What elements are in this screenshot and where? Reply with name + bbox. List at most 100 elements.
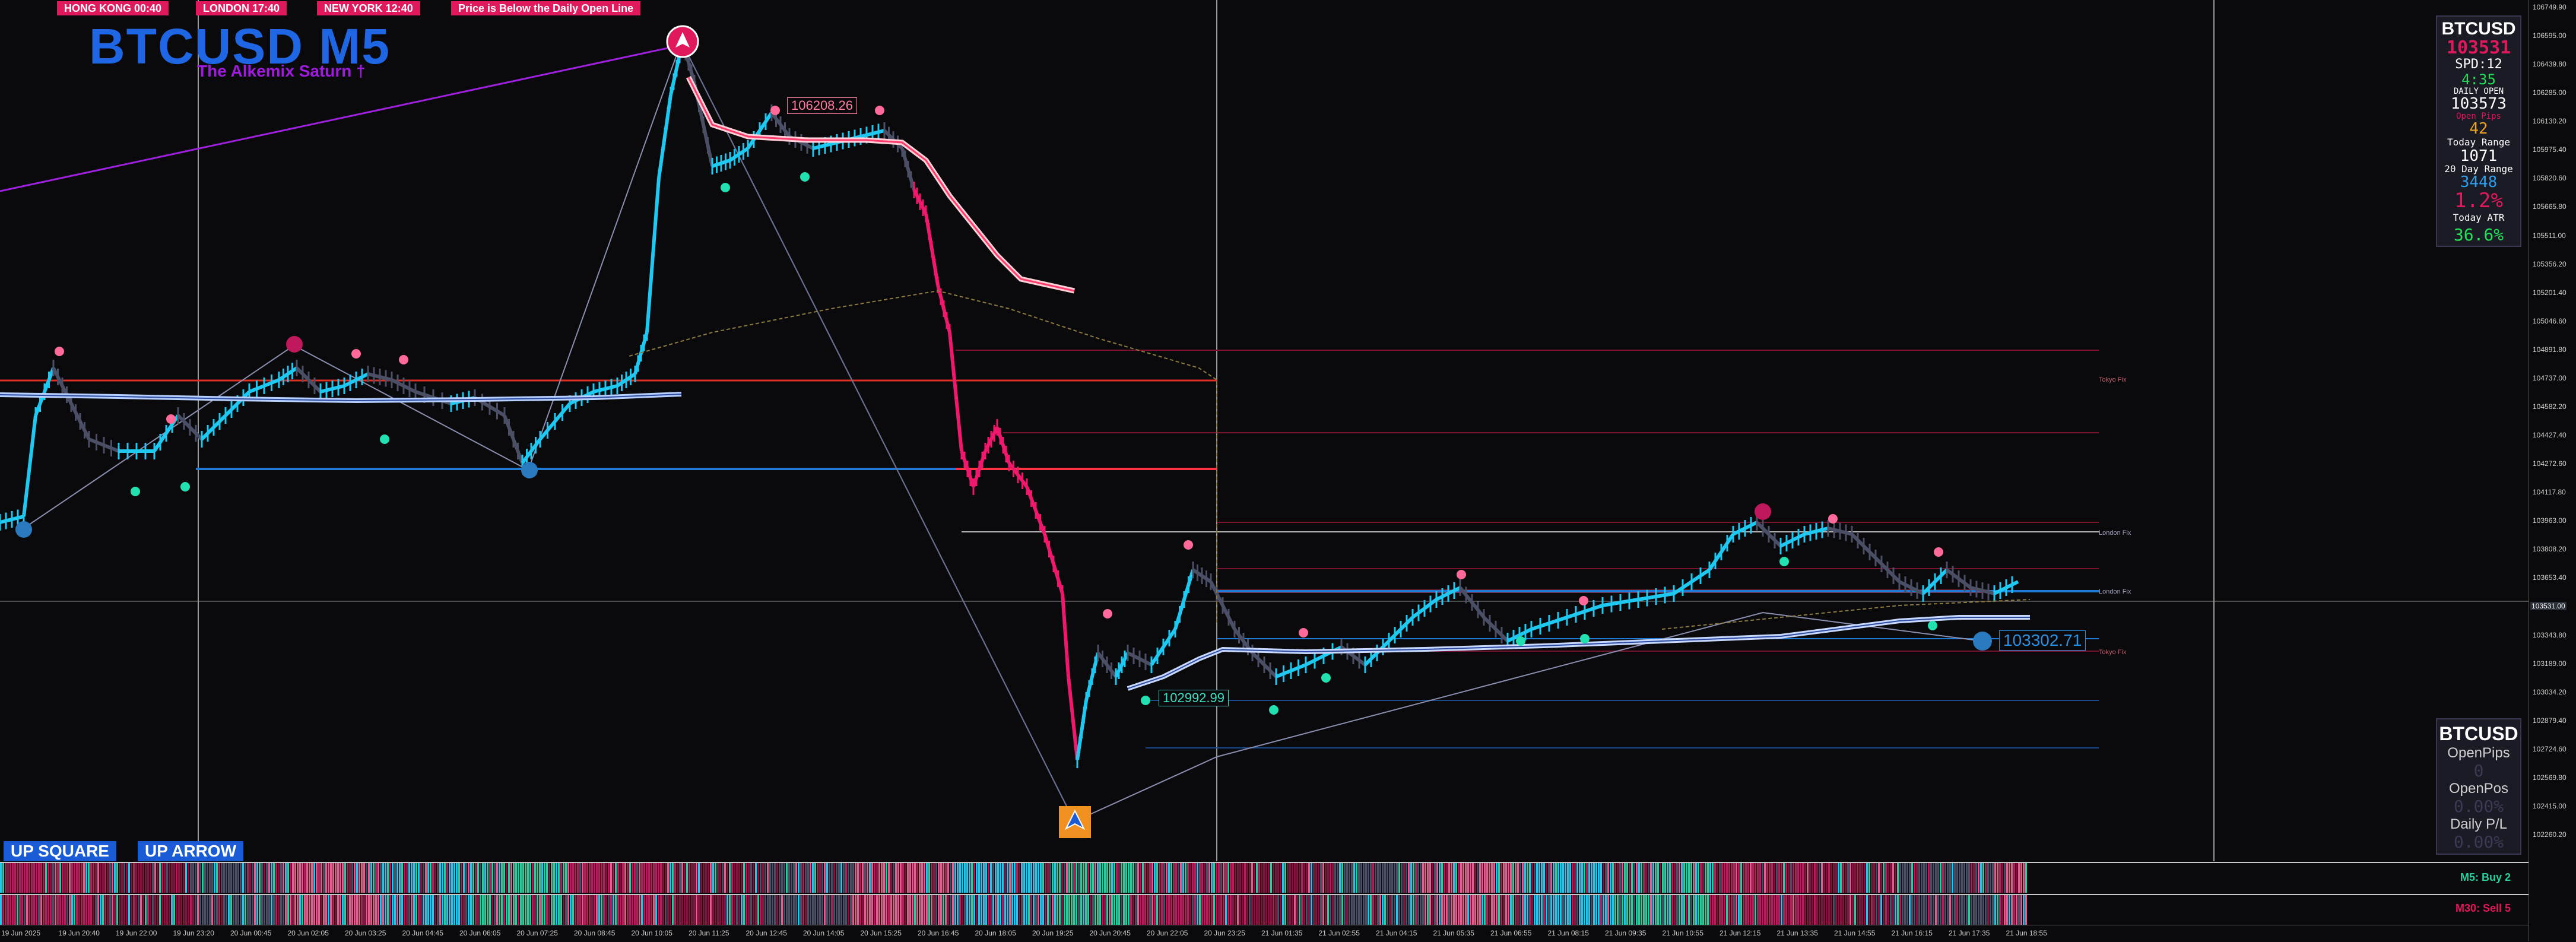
heat-cell — [1994, 863, 1996, 893]
heat-cell — [147, 895, 149, 925]
heat-cell — [506, 863, 507, 893]
heat-cell — [1769, 895, 1771, 925]
heat-cell — [596, 863, 598, 893]
heat-cell — [1166, 863, 1168, 893]
heat-cell — [966, 863, 968, 893]
heat-cell — [484, 863, 486, 893]
heat-cell — [195, 863, 196, 893]
heat-cell — [1168, 863, 1170, 893]
heat-cell — [1057, 863, 1058, 893]
heat-cell — [1937, 895, 1939, 925]
heat-cell — [1828, 863, 1830, 893]
heat-cell — [147, 863, 149, 893]
time-axis[interactable]: 19 Jun 2025 19 Jun 20:40 19 Jun 22:00 19 Ju… — [0, 925, 2529, 942]
heat-cell — [1633, 863, 1635, 893]
heat-cell — [1199, 863, 1201, 893]
swing-low-dot — [1321, 673, 1331, 683]
heat-cell — [1916, 895, 1918, 925]
heat-cell — [1140, 895, 1141, 925]
heat-cell — [1394, 863, 1395, 893]
up-arrow-button[interactable]: UP ARROW — [138, 841, 243, 861]
heat-cell — [1562, 863, 1564, 893]
heat-cell — [1557, 863, 1559, 893]
heat-cell — [444, 863, 446, 893]
price-chart[interactable] — [0, 0, 2529, 861]
heat-cell — [928, 895, 930, 925]
heat-cell — [859, 895, 861, 925]
heat-cell — [817, 863, 819, 893]
heat-cell — [169, 863, 170, 893]
heat-cell — [1294, 895, 1296, 925]
heat-cell — [1045, 863, 1046, 893]
heat-cell — [1116, 895, 1118, 925]
heat-cell — [1363, 895, 1365, 925]
heat-cell — [415, 863, 417, 893]
heat-cell — [793, 863, 795, 893]
heat-cell — [2023, 863, 2025, 893]
heat-cell — [921, 895, 923, 925]
swing-low-dot — [800, 172, 810, 182]
heat-cell — [916, 895, 918, 925]
heat-cell — [204, 863, 206, 893]
heat-cell — [567, 895, 569, 925]
heat-cell — [256, 895, 258, 925]
heat-cell — [1774, 863, 1775, 893]
chart-canvas[interactable] — [0, 0, 2529, 861]
heat-cell — [264, 895, 265, 925]
heat-cell — [660, 863, 662, 893]
heat-cell — [62, 863, 64, 893]
heat-cell — [1942, 863, 1944, 893]
heat-cell — [1068, 895, 1070, 925]
price-axis[interactable]: 106749.90 106595.00 106439.80 106285.00 1061… — [2529, 0, 2576, 941]
heat-cell — [1529, 863, 1531, 893]
heat-cell — [1125, 895, 1127, 925]
heat-cell — [698, 863, 700, 893]
heat-cell — [207, 863, 208, 893]
heat-cell — [1246, 895, 1248, 925]
ma-blue-line-2 — [1127, 615, 2030, 691]
heat-cell — [995, 863, 997, 893]
heat-cell — [1508, 863, 1509, 893]
heat-cell — [826, 895, 828, 925]
heat-cell — [423, 895, 424, 925]
heat-cell — [216, 863, 218, 893]
heat-cell — [541, 895, 543, 925]
heat-cell — [31, 863, 33, 893]
heat-cell — [838, 863, 840, 893]
heat-cell — [1961, 895, 1963, 925]
heat-cell — [560, 863, 562, 893]
heat-cell — [617, 863, 619, 893]
heat-cell — [370, 863, 372, 893]
heat-cell — [776, 863, 778, 893]
heat-cell — [432, 895, 434, 925]
heat-cell — [1857, 895, 1858, 925]
up-square-button[interactable]: UP SQUARE — [4, 841, 116, 861]
heat-cell — [31, 895, 33, 925]
time-axis-label: 21 Jun 01:35 — [1261, 929, 1303, 937]
heat-cell — [366, 895, 367, 925]
heat-cell — [1897, 863, 1899, 893]
heat-cell — [976, 863, 978, 893]
heat-cell — [1546, 895, 1547, 925]
heat-cell — [313, 863, 315, 893]
heat-cell — [1838, 863, 1839, 893]
heat-cell — [1489, 863, 1490, 893]
heat-cell — [128, 863, 130, 893]
heat-cell — [342, 895, 344, 925]
heat-cell — [1690, 895, 1692, 925]
heat-cell — [1137, 895, 1139, 925]
heat-cell — [2013, 863, 2015, 893]
heat-cell — [1500, 863, 1502, 893]
heat-cell — [940, 895, 942, 925]
heat-cell — [1023, 895, 1025, 925]
heat-cell — [867, 895, 868, 925]
heat-cell — [1204, 863, 1205, 893]
heat-cell — [396, 895, 398, 925]
heat-cell — [1847, 863, 1849, 893]
heat-cell — [1382, 895, 1384, 925]
price-axis-label: 105046.60 — [2533, 316, 2567, 325]
heat-cell — [1149, 895, 1151, 925]
heat-cell — [437, 895, 439, 925]
heat-cell — [1603, 863, 1604, 893]
heat-cell — [1061, 863, 1063, 893]
